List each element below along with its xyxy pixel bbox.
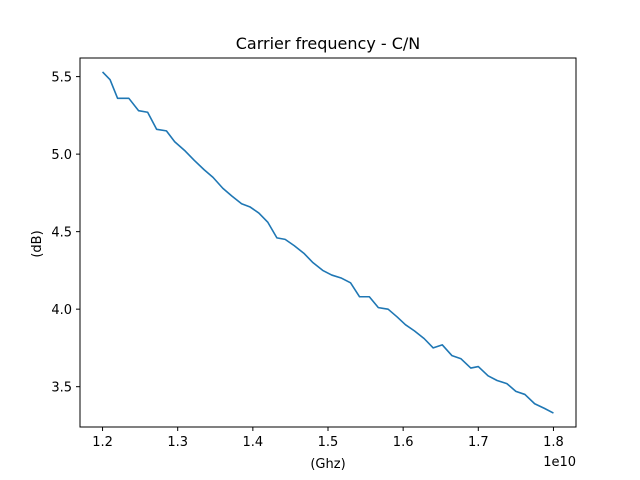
chart-title: Carrier frequency - C/N [236, 34, 421, 53]
y-tick-label: 3.5 [51, 381, 72, 396]
x-tick-label: 1.2 [92, 435, 113, 450]
y-axis-label: (dB) [30, 230, 45, 257]
series-line-0 [101, 71, 554, 414]
x-tick-label: 1.5 [318, 435, 339, 450]
x-offset-label: 1e10 [543, 455, 576, 470]
x-tick-label: 1.3 [167, 435, 188, 450]
y-tick-label: 5.5 [51, 71, 72, 86]
x-tick-label: 1.6 [393, 435, 414, 450]
x-tick-label: 1.4 [243, 435, 264, 450]
y-tick-label: 5.0 [51, 148, 72, 163]
x-axis-label: (Ghz) [310, 457, 345, 472]
x-tick-label: 1.8 [543, 435, 564, 450]
y-tick-label: 4.0 [51, 303, 72, 318]
x-tick-label: 1.7 [468, 435, 489, 450]
axis-ticks: 1.2 1.3 1.4 1.5 1.6 1.7 1.8 3.5 4.0 4.5 5.0 5.5 [51, 71, 563, 450]
y-tick-label: 4.5 [51, 226, 72, 241]
